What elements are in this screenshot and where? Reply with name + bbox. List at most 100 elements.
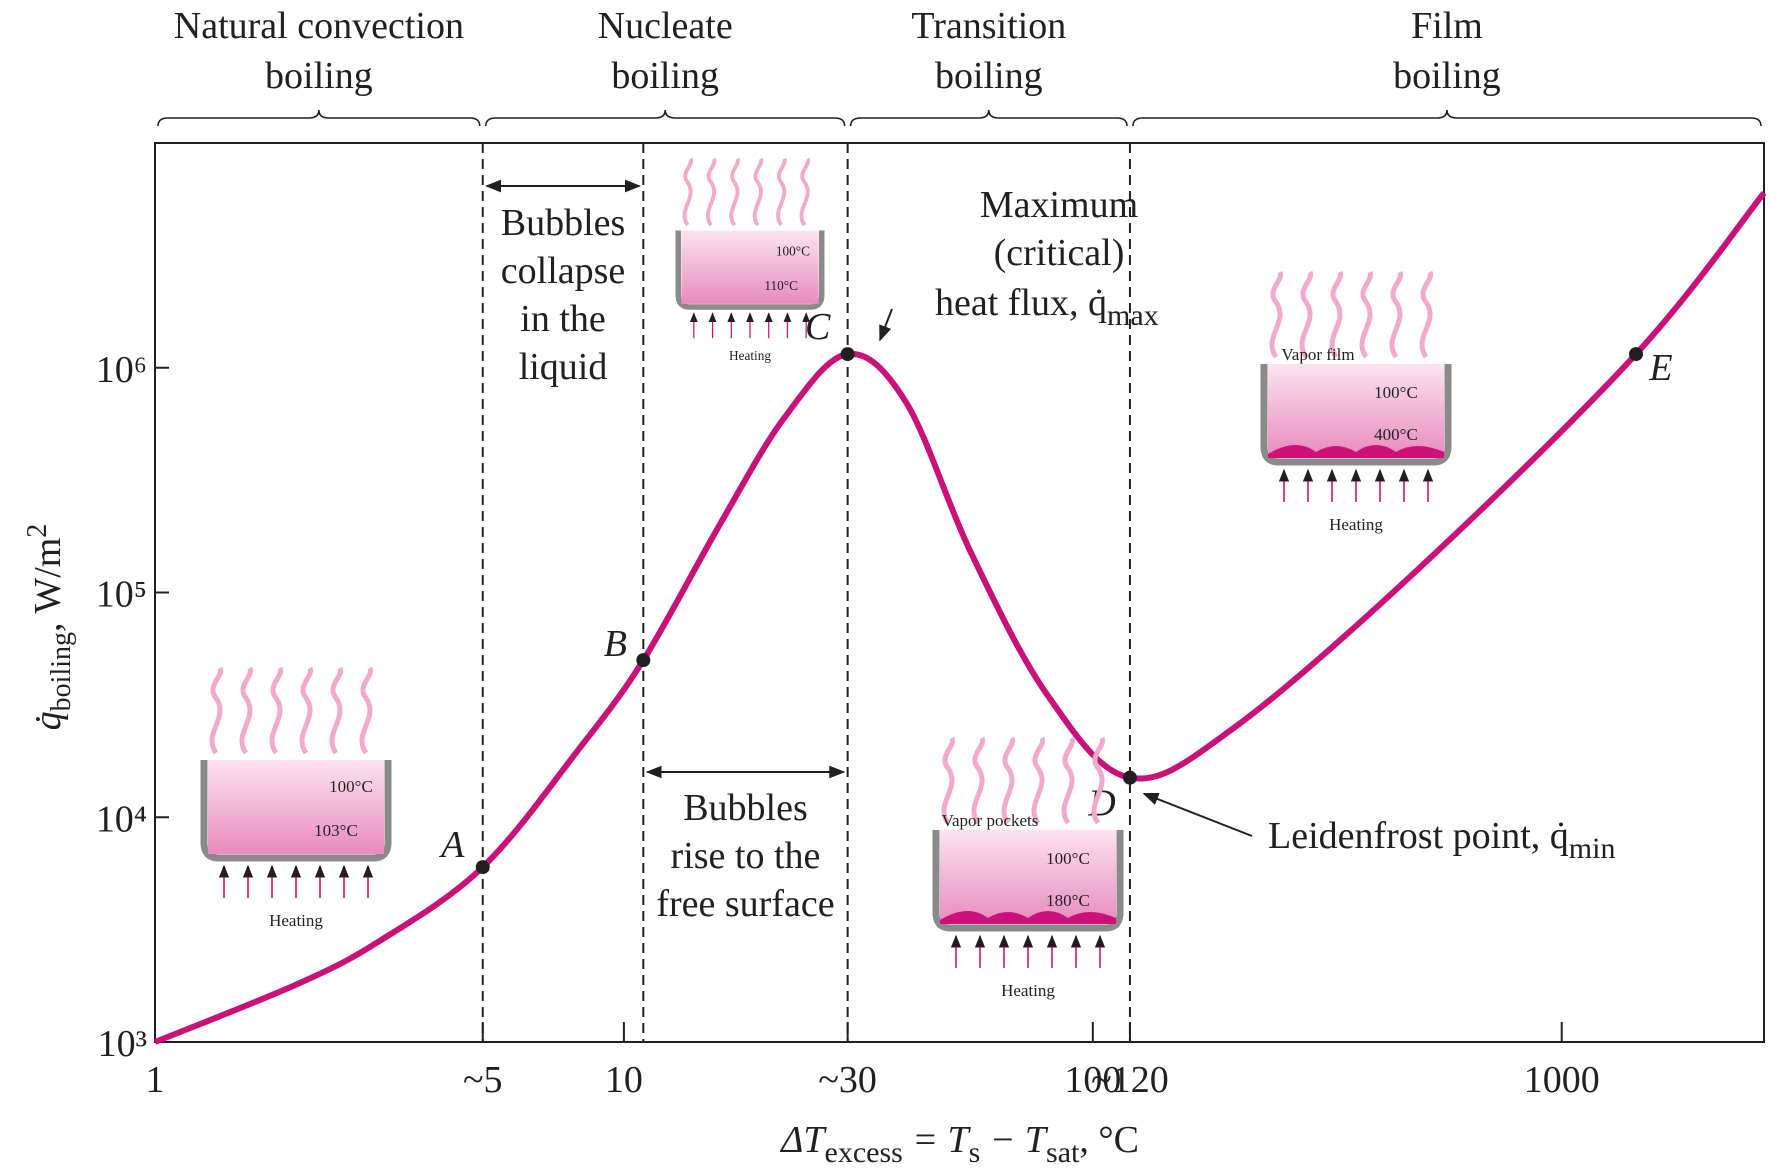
region-label: boiling [1393, 55, 1501, 97]
inset-label: 100°C [1046, 849, 1090, 868]
annotation: rise to the [671, 835, 821, 877]
point-label: A [438, 824, 465, 866]
pot [200, 760, 392, 862]
liquid [940, 830, 1116, 924]
point [840, 347, 855, 362]
vapor [1268, 444, 1444, 458]
annotation-part: heat flux, q̇ [935, 282, 1107, 324]
inset-label: 103°C [314, 821, 358, 840]
steam [1269, 270, 1284, 359]
steam [1329, 270, 1344, 359]
steam [705, 157, 717, 227]
steam [209, 666, 224, 755]
annotation: liquid [519, 346, 608, 388]
inset: Heating Vapor pockets 100°C 180°C [932, 736, 1124, 1000]
y-axis-label-part: q̇ [27, 711, 69, 730]
steam [1389, 270, 1404, 359]
liquid [681, 230, 819, 304]
inset-label: 180°C [1046, 891, 1090, 910]
x-tick-label: ~30 [818, 1059, 877, 1101]
steam [1001, 736, 1016, 825]
x-tick-label: 10 [605, 1059, 643, 1101]
inset-label: 100°C [329, 777, 373, 796]
point-label: C [805, 306, 831, 348]
steam [776, 157, 787, 227]
y-tick-label: 10⁶ [96, 349, 147, 391]
region-label: Transition [911, 5, 1066, 47]
steam [1031, 736, 1046, 825]
x-tick-label: ~120 [1091, 1059, 1169, 1101]
steam [359, 666, 374, 755]
y-axis-label-part: boiling [46, 632, 77, 711]
liquid [1268, 364, 1444, 458]
brace [1132, 109, 1762, 127]
annotation: collapse [501, 250, 626, 292]
x-axis-label-part: = T [903, 1119, 972, 1161]
x-axis-label-part: ΔT [779, 1119, 827, 1161]
point-label: E [1648, 347, 1672, 389]
point [636, 653, 651, 668]
inset: Heating Vapor film 100°C 400°C [1260, 270, 1452, 534]
steam [329, 666, 344, 755]
annotation-sub: min [1569, 832, 1616, 865]
annotation: heat flux, q̇max [935, 282, 1159, 332]
steam [1061, 736, 1076, 825]
steam [941, 736, 956, 825]
liquid [208, 760, 384, 854]
steam [1419, 270, 1434, 359]
x-axis-label: ΔTexcess = Ts − Tsat, °C [779, 1119, 1139, 1169]
annotation-sub: max [1107, 299, 1159, 332]
steam [1359, 270, 1374, 359]
x-axis-label-part: − T [980, 1119, 1049, 1161]
arrow [1142, 792, 1253, 837]
region-label: boiling [265, 55, 373, 97]
point [1122, 770, 1137, 785]
point-label: B [604, 623, 627, 665]
heating-label: Heating [729, 348, 771, 363]
steam [799, 157, 811, 227]
y-axis-label: q̇boiling, W/m2 [22, 524, 77, 731]
x-tick-label: 1 [146, 1059, 165, 1101]
pot [675, 230, 825, 310]
annotation: free surface [656, 883, 834, 925]
brace [484, 109, 846, 127]
region-label: boiling [935, 55, 1043, 97]
heating-label: Heating [1329, 515, 1383, 534]
inset: Heating 100°C 110°C [675, 157, 825, 363]
annotation: Bubbles [501, 202, 626, 244]
steam [752, 157, 764, 227]
x-axis-label-part: , °C [1079, 1119, 1139, 1161]
brace [849, 109, 1128, 127]
region-label: Nucleate [598, 5, 733, 47]
steam [971, 736, 986, 825]
steam [299, 666, 314, 755]
y-tick-label: 10⁵ [96, 574, 147, 616]
inset-label: 100°C [1374, 383, 1418, 402]
x-tick-label: 1000 [1524, 1059, 1600, 1101]
y-axis-label-part: 2 [22, 524, 53, 538]
steam [682, 157, 694, 227]
steam [729, 157, 740, 227]
region-label: Natural convection [174, 5, 464, 47]
x-tick-label: ~5 [463, 1059, 503, 1101]
annotation-part: Leidenfrost point, q̇ [1268, 815, 1569, 857]
y-tick-label: 10⁴ [96, 798, 147, 840]
heating-label: Heating [269, 911, 323, 930]
inset-label: Vapor film [1281, 345, 1354, 364]
region-label: Film [1411, 5, 1483, 47]
vapor [940, 910, 1116, 924]
x-tick-label: 100 [1064, 1059, 1121, 1101]
annotation: in the [520, 298, 605, 340]
heating-label: Heating [1001, 981, 1055, 1000]
annotation: Bubbles [683, 787, 808, 829]
x-axis-label-part: sat [1046, 1136, 1080, 1169]
pot [932, 830, 1124, 932]
steam [239, 666, 254, 755]
annotation: Leidenfrost point, q̇min [1268, 815, 1615, 865]
y-tick-label: 10³ [98, 1023, 147, 1065]
arrow [879, 308, 893, 342]
x-axis-label-part: s [969, 1136, 981, 1169]
inset-label: 400°C [1374, 425, 1418, 444]
x-axis-label-part: excess [825, 1136, 903, 1169]
